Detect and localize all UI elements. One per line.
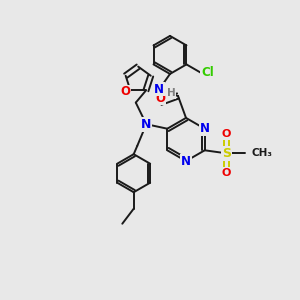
Text: O: O <box>222 167 231 178</box>
Text: O: O <box>222 129 231 139</box>
Text: N: N <box>154 82 164 96</box>
Text: S: S <box>222 147 231 160</box>
Text: O: O <box>120 85 130 98</box>
Text: N: N <box>181 154 191 168</box>
Text: Cl: Cl <box>201 66 214 79</box>
Text: N: N <box>141 118 152 131</box>
Text: H: H <box>167 88 175 98</box>
Text: O: O <box>155 92 166 105</box>
Text: CH₃: CH₃ <box>251 148 272 158</box>
Text: N: N <box>200 122 210 135</box>
